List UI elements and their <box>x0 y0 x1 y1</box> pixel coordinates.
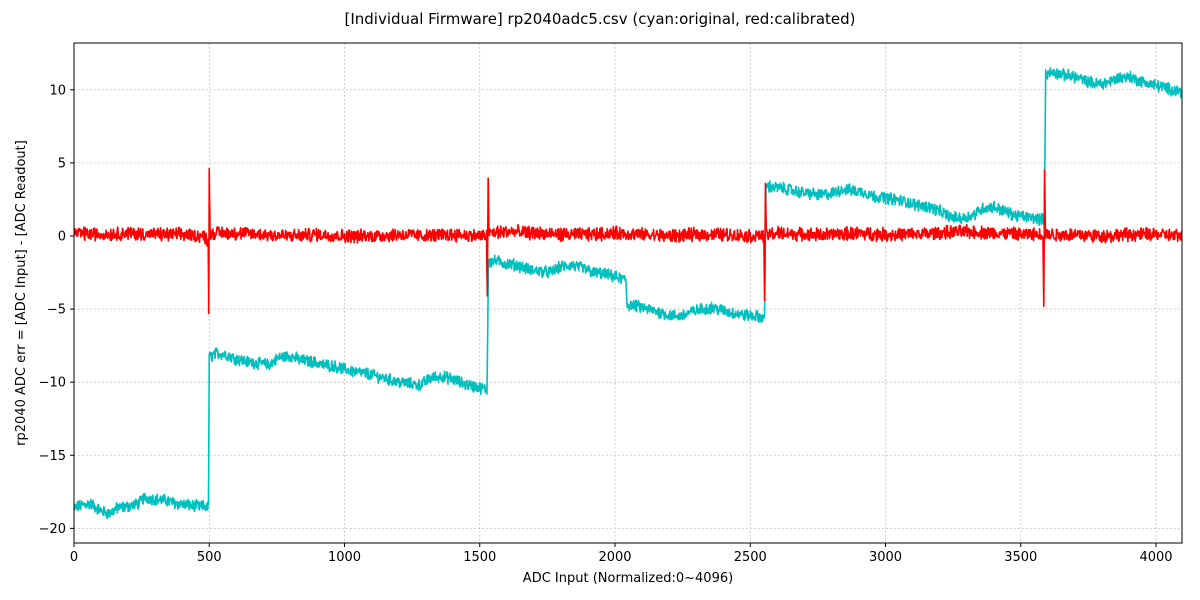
y-tick-label: 0 <box>58 229 66 244</box>
x-axis-label: ADC Input (Normalized:0~4096) <box>523 571 733 586</box>
x-tick-label: 3500 <box>1004 550 1037 565</box>
x-tick-label: 4000 <box>1139 550 1172 565</box>
series-calibrated-line <box>74 167 1182 315</box>
x-tick-label: 2500 <box>734 550 767 565</box>
x-tick-label: 1500 <box>463 550 496 565</box>
y-tick-label: 5 <box>58 156 66 171</box>
y-tick-label: −10 <box>39 376 66 391</box>
y-axis-label: rp2040 ADC err = [ADC Input] - [ADC Read… <box>14 140 29 446</box>
chart-title: [Individual Firmware] rp2040adc5.csv (cy… <box>345 10 856 28</box>
y-tick-label: −15 <box>39 449 66 464</box>
x-tick-label: 2000 <box>598 550 631 565</box>
series-layer <box>74 67 1182 519</box>
x-tick-label: 500 <box>197 550 222 565</box>
x-tick-label: 0 <box>70 550 78 565</box>
y-tick-label: −5 <box>47 303 66 318</box>
y-axis: −20 −15 −10 −5 0 5 10 <box>39 83 74 537</box>
x-axis: 0 500 1000 1500 2000 2500 3000 3500 4000 <box>70 543 1173 565</box>
x-tick-label: 3000 <box>869 550 902 565</box>
y-tick-label: −20 <box>39 522 66 537</box>
series-original-line <box>74 67 1182 519</box>
y-tick-label: 10 <box>49 83 66 98</box>
plot-frame <box>73 42 1183 544</box>
x-tick-label: 1000 <box>328 550 361 565</box>
